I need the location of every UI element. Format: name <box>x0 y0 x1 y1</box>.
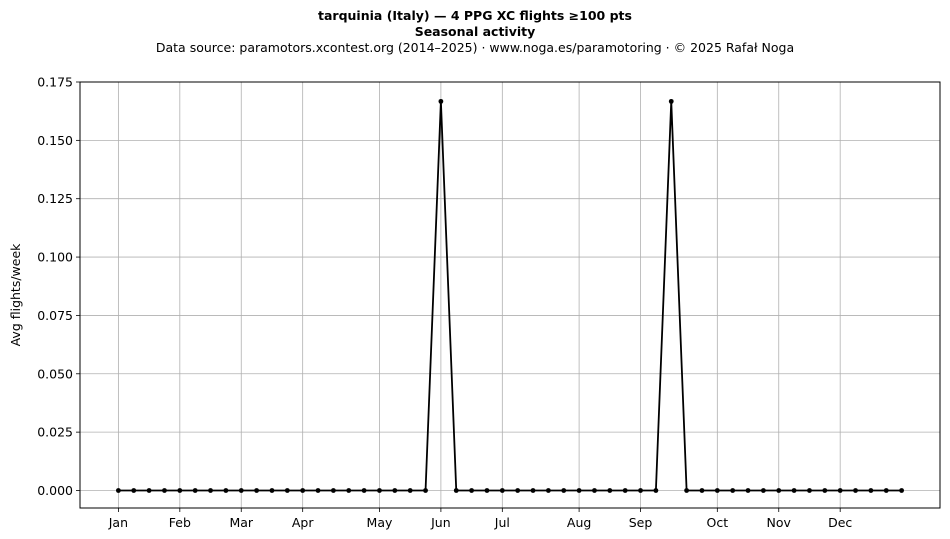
chart-titles: tarquinia (Italy) — 4 PPG XC flights ≥10… <box>0 8 950 56</box>
data-point <box>254 488 260 493</box>
data-point <box>638 488 643 493</box>
data-point <box>499 488 505 493</box>
plot-frame <box>79 81 941 509</box>
x-tick-label: Dec <box>828 515 852 530</box>
data-point <box>453 488 459 493</box>
data-point <box>377 488 382 493</box>
x-tick-label: Feb <box>169 515 191 530</box>
data-point <box>853 488 858 493</box>
x-tick-label: Jul <box>494 515 510 530</box>
series-layer <box>115 98 905 493</box>
x-tick-label: Sep <box>629 515 653 530</box>
data-point <box>668 98 674 104</box>
series-line <box>118 100 902 492</box>
data-point <box>745 488 751 493</box>
chart-title: tarquinia (Italy) — 4 PPG XC flights ≥10… <box>318 8 632 23</box>
chart-source: Data source: paramotors.xcontest.org (20… <box>155 40 795 55</box>
y-axis: 0.000 0.025 0.050 0.075 0.100 0.125 0.150 0.175 <box>37 75 80 498</box>
data-point <box>883 488 889 493</box>
data-point <box>315 488 321 493</box>
data-point <box>807 488 812 493</box>
data-point <box>392 488 398 493</box>
data-point <box>791 488 797 493</box>
x-tick-label: Apr <box>292 515 314 530</box>
data-point <box>622 488 628 493</box>
y-axis-label: Avg flights/week <box>8 243 23 347</box>
data-point <box>545 488 551 493</box>
data-point <box>730 488 736 493</box>
data-point <box>592 488 597 493</box>
x-tick-label: Jun <box>430 515 451 530</box>
y-tick-label: 0.000 <box>37 483 73 498</box>
x-tick-label: Jan <box>108 515 128 530</box>
data-point <box>530 488 536 493</box>
data-point <box>837 488 843 493</box>
data-point <box>361 488 367 493</box>
data-point <box>115 488 121 493</box>
data-point <box>131 488 137 493</box>
data-point <box>407 488 413 493</box>
y-tick-label: 0.175 <box>37 75 73 90</box>
chart-subtitle: Seasonal activity <box>414 24 536 39</box>
data-point <box>776 488 782 493</box>
data-point <box>330 488 336 493</box>
data-point <box>699 488 705 493</box>
data-point <box>607 488 613 493</box>
data-point <box>714 488 720 493</box>
x-tick-label: Mar <box>229 515 253 530</box>
y-tick-label: 0.025 <box>37 425 73 440</box>
data-point <box>208 488 213 493</box>
data-point <box>484 488 490 493</box>
data-point <box>561 488 567 493</box>
data-point <box>423 488 428 493</box>
data-point <box>238 488 244 493</box>
x-axis: Jan Feb Mar Apr May Jun Jul Aug Sep Oct Nov Dec <box>108 508 852 530</box>
data-point <box>269 488 275 493</box>
data-point <box>146 488 152 493</box>
data-point <box>822 488 828 493</box>
data-point <box>192 488 198 493</box>
data-point <box>438 98 444 104</box>
data-point <box>284 488 290 493</box>
y-tick-label: 0.125 <box>37 191 73 206</box>
data-point <box>177 488 183 493</box>
data-point <box>899 488 905 493</box>
y-tick-label: 0.100 <box>37 250 73 265</box>
x-tick-label: Nov <box>767 515 792 530</box>
data-point <box>346 488 352 493</box>
data-point <box>162 488 167 493</box>
data-point <box>515 488 521 493</box>
x-tick-label: May <box>367 515 393 530</box>
data-point <box>576 488 582 493</box>
y-tick-label: 0.050 <box>37 366 73 381</box>
data-point <box>868 488 874 493</box>
data-point <box>684 488 690 493</box>
data-point <box>653 488 659 493</box>
y-tick-label: 0.075 <box>37 308 73 323</box>
data-point <box>469 488 475 493</box>
grid-lines <box>80 81 940 508</box>
x-tick-label: Oct <box>707 515 729 530</box>
x-tick-label: Aug <box>567 515 591 530</box>
y-tick-label: 0.150 <box>37 133 73 148</box>
data-point <box>760 488 766 493</box>
data-point <box>300 488 306 493</box>
data-point <box>223 488 229 493</box>
